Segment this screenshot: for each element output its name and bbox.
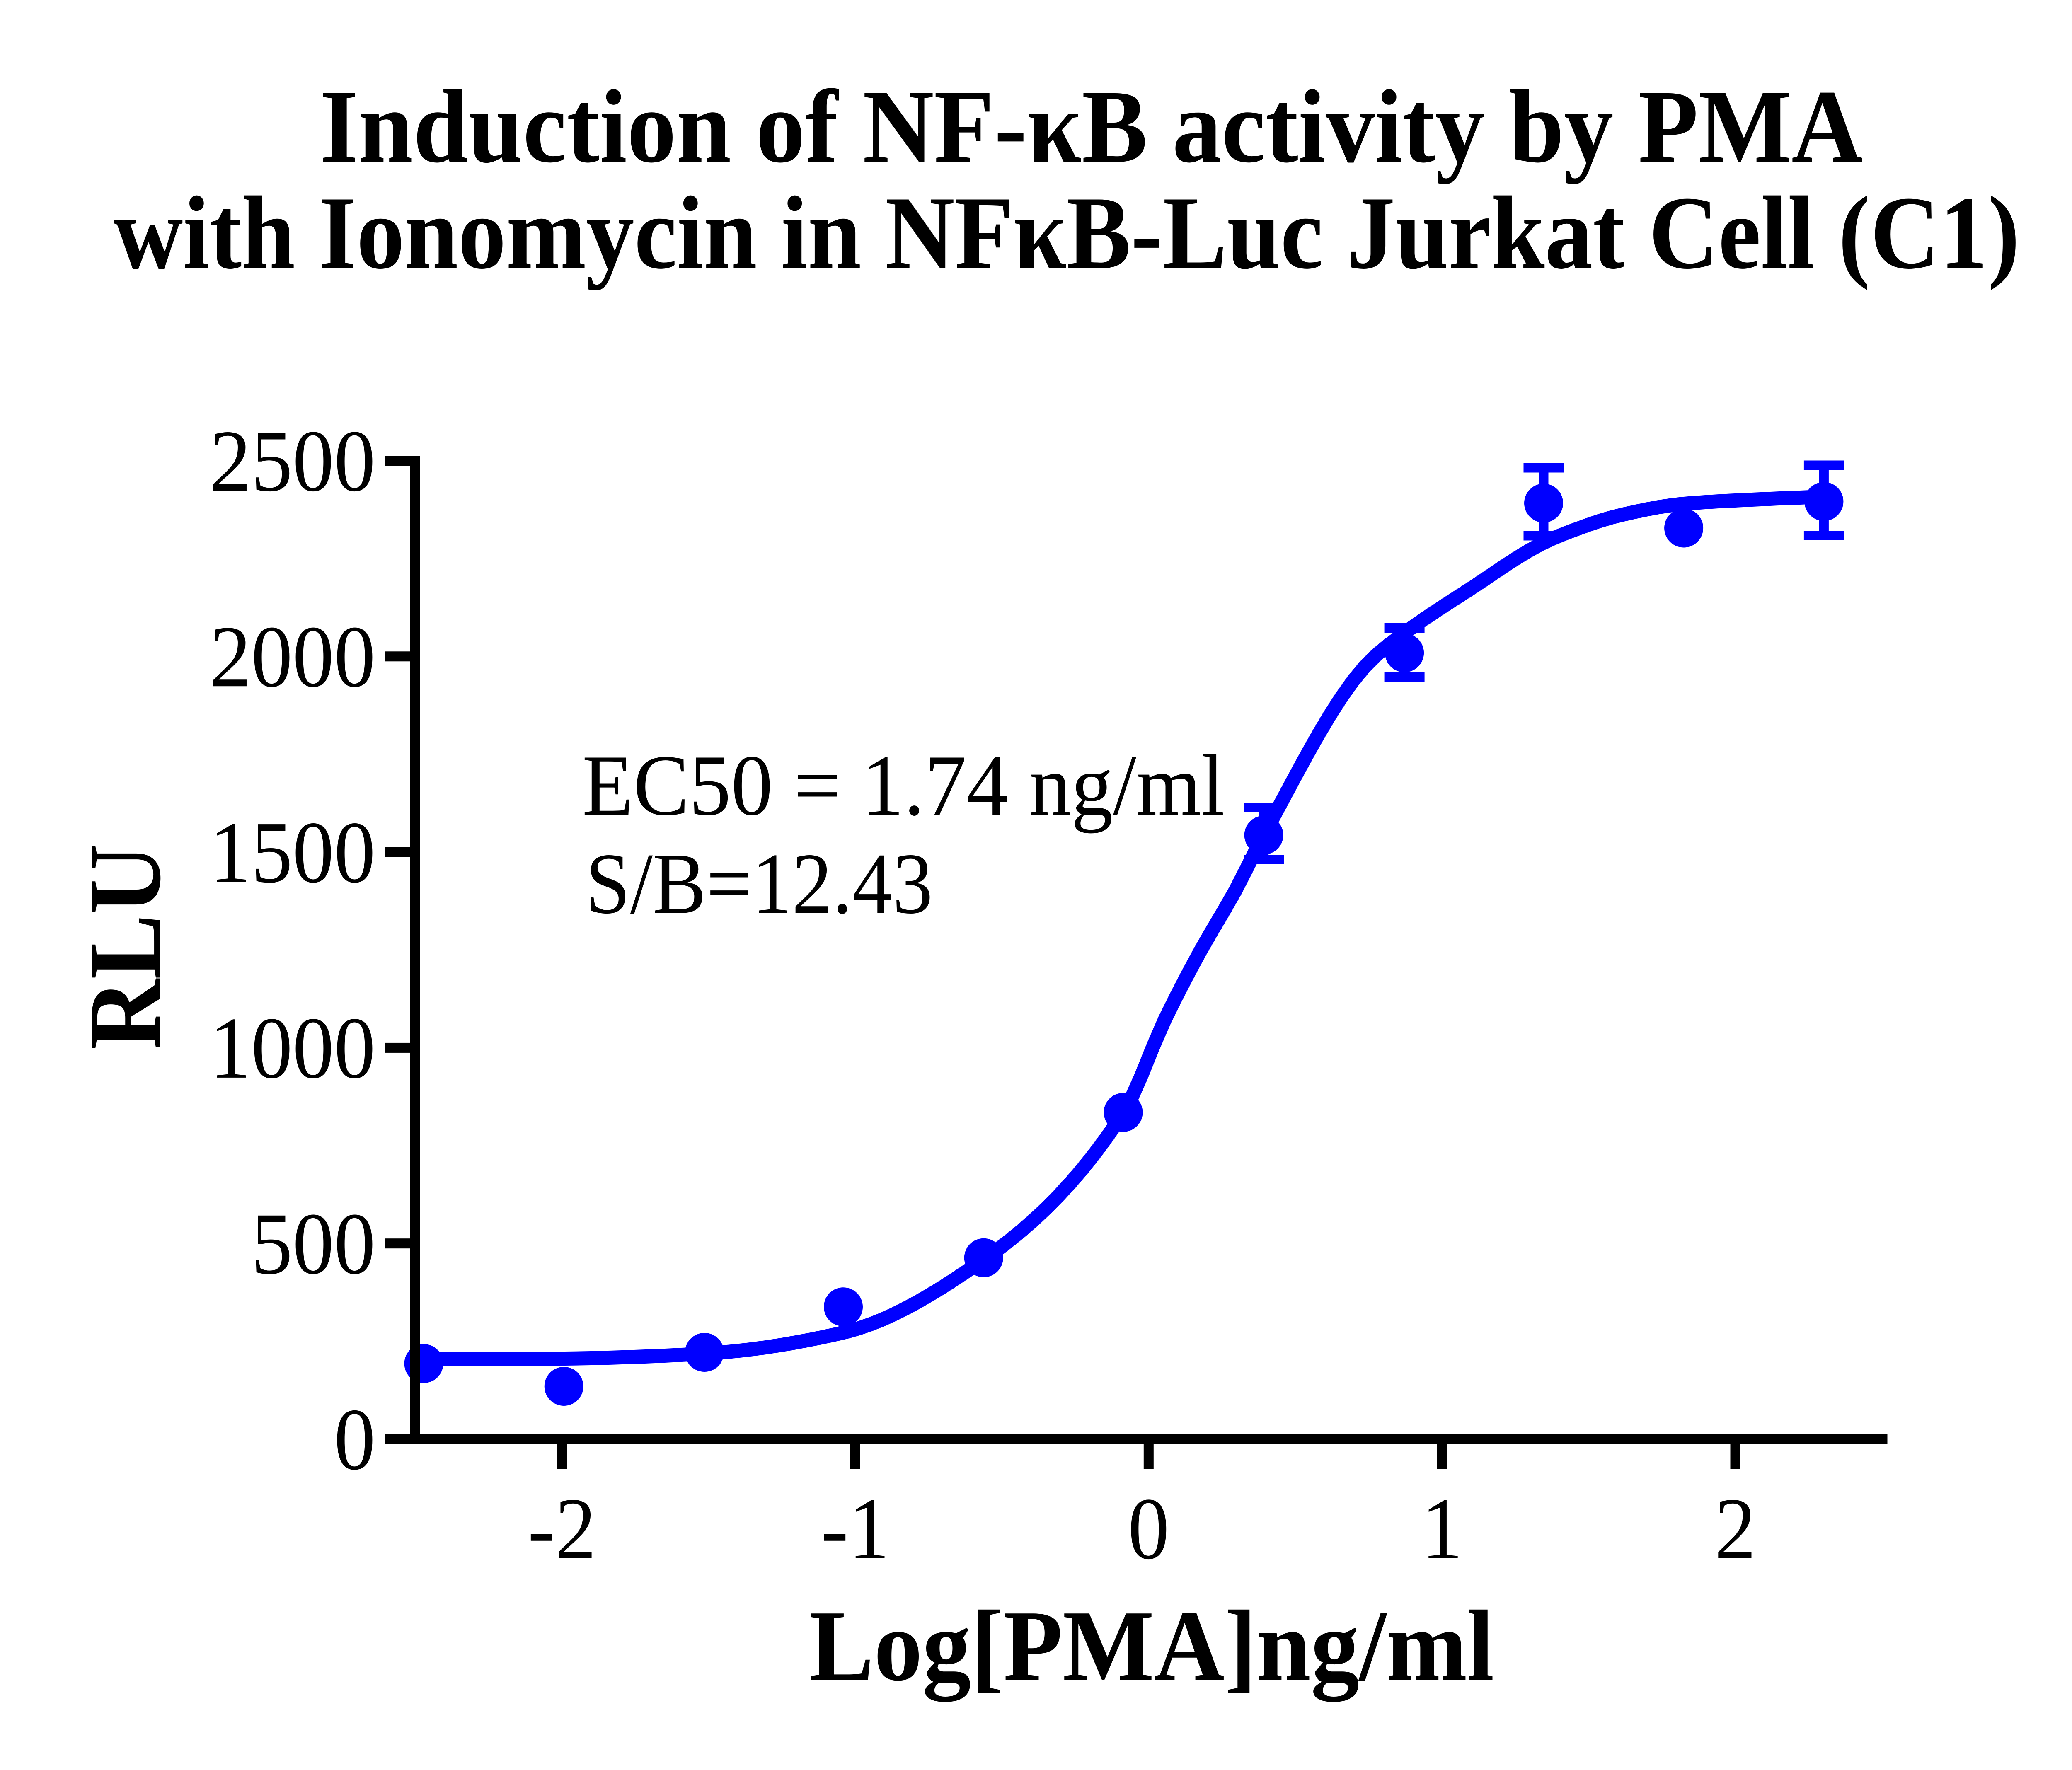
svg-text:RLU: RLU — [68, 844, 182, 1050]
svg-text:2: 2 — [1715, 1480, 1756, 1578]
svg-text:with Ionomycin in NFκB-Luc Jur: with Ionomycin in NFκB-Luc Jurkat Cell (… — [114, 175, 2020, 291]
svg-text:500: 500 — [251, 1195, 375, 1293]
svg-text:S/B=12.43: S/B=12.43 — [586, 836, 933, 932]
svg-text:0: 0 — [334, 1391, 375, 1489]
svg-text:0: 0 — [1128, 1480, 1169, 1578]
svg-text:1: 1 — [1421, 1480, 1463, 1578]
svg-text:2000: 2000 — [210, 608, 375, 706]
svg-text:Log[PMA]ng/ml: Log[PMA]ng/ml — [809, 1590, 1494, 1702]
svg-text:EC50 = 1.74 ng/ml: EC50 = 1.74 ng/ml — [582, 738, 1225, 834]
svg-text:-2: -2 — [528, 1480, 596, 1578]
svg-text:1500: 1500 — [210, 804, 375, 902]
svg-text:Induction of NF-κB activity by: Induction of NF-κB activity by PMA — [320, 68, 1863, 184]
svg-text:1000: 1000 — [210, 999, 375, 1097]
svg-text:2500: 2500 — [210, 412, 375, 510]
svg-text:-1: -1 — [821, 1480, 889, 1578]
